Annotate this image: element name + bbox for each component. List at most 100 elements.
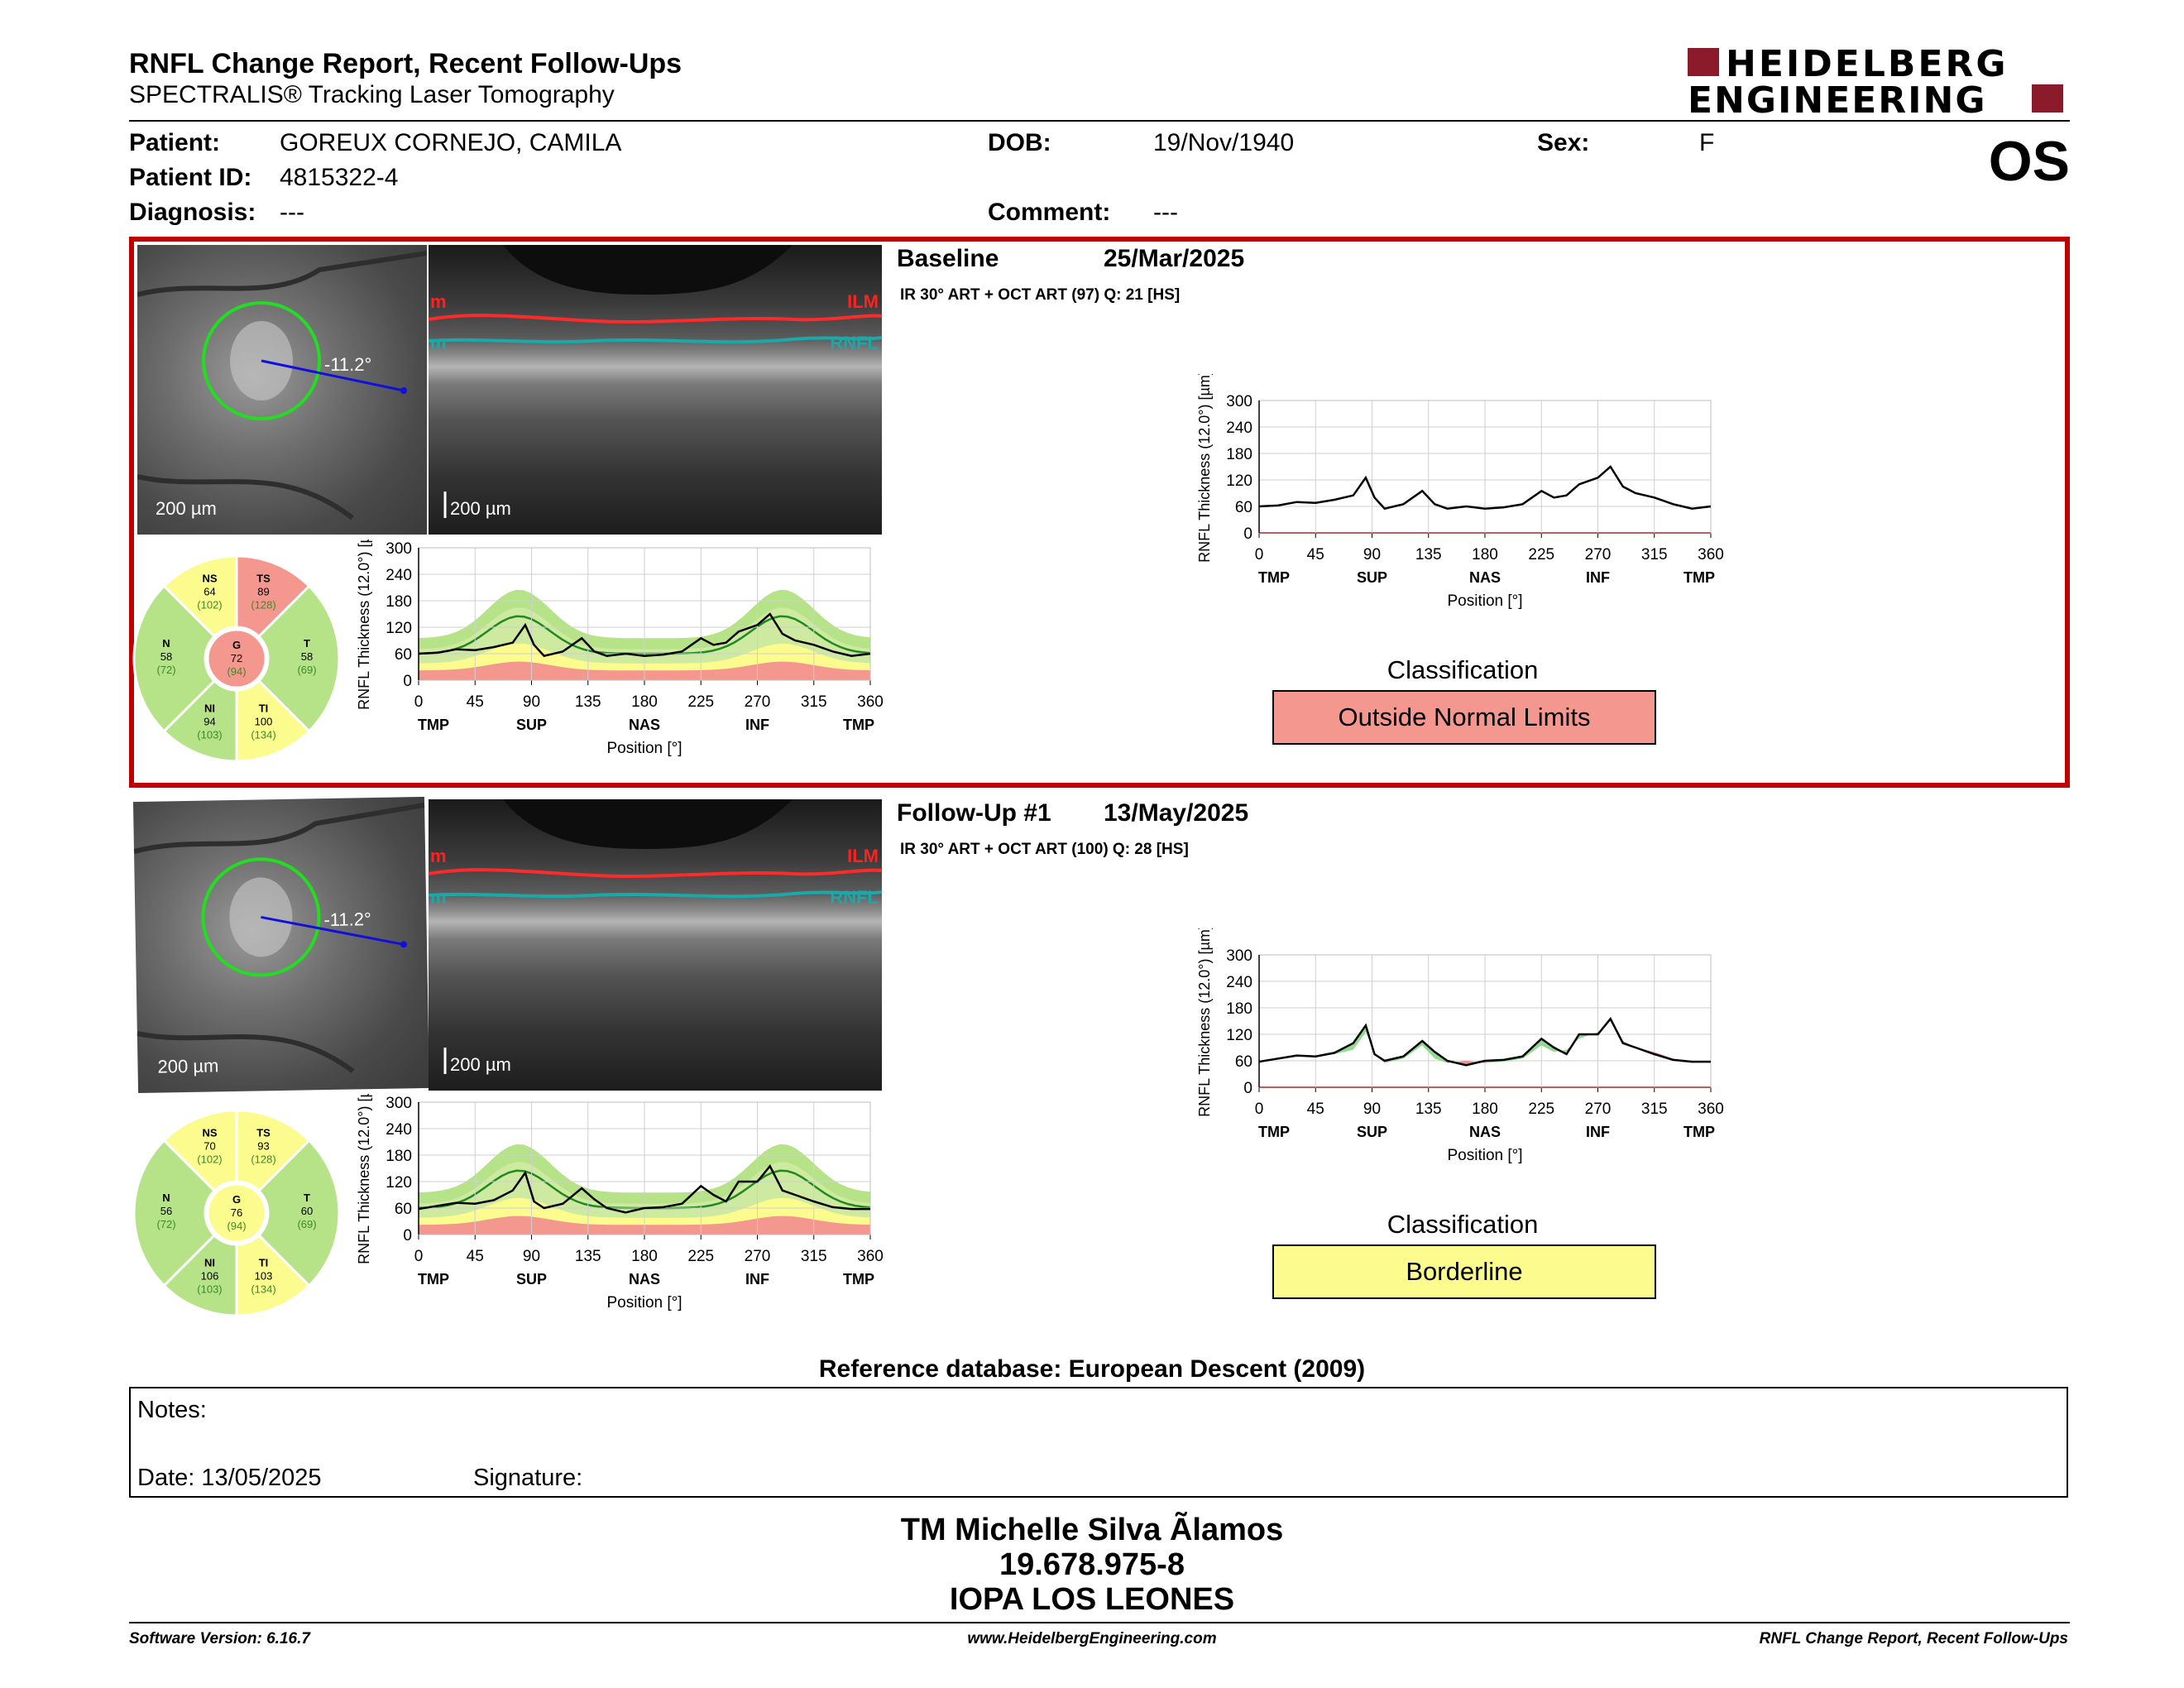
heidelberg-logo: HEIDELBERG ENGINEERING [1688, 43, 2068, 122]
signer-id: 19.678.975-8 [999, 1547, 1185, 1582]
baseline-chart-xtick: 315 [1641, 546, 1668, 563]
followup-sector-ref: (72) [156, 1218, 175, 1230]
baseline-bscan-scale: 200 µm [450, 498, 511, 519]
followup-chart-xtick: 270 [1585, 1101, 1612, 1118]
baseline-fundus-scale: 200 µm [156, 498, 217, 519]
followup-chart-ytick: 240 [1226, 974, 1252, 991]
followup-chart-xtick: 45 [1307, 1101, 1324, 1118]
logo-line2: ENGINEERING [1688, 79, 1987, 122]
followup-sector-value: 106 [201, 1270, 219, 1283]
notes-date: Date: 13/05/2025 [137, 1465, 322, 1491]
followup-ilm-label: ILM [847, 846, 879, 866]
baseline-sector-ref: (72) [156, 664, 175, 676]
patient-id: 4815322-4 [280, 164, 399, 191]
baseline-chart-ytick: 0 [1243, 525, 1252, 543]
followup-profile-ylabel: RNFL Thickness (12.0°) [µm] [356, 1094, 372, 1264]
baseline-sector-ns [162, 554, 238, 639]
followup-chart-xlabel: Position [°] [1447, 1147, 1522, 1164]
followup-sector-ref: (94) [227, 1220, 246, 1232]
patient-label: Patient: [129, 129, 221, 156]
baseline-sector-n [132, 584, 217, 733]
baseline-chart-region-label: TMP [1684, 569, 1715, 586]
baseline-profile-xtick: 135 [575, 693, 601, 711]
baseline-profile-ytick: 120 [386, 620, 412, 637]
followup-profile-ytick: 120 [386, 1174, 412, 1192]
followup-profile-xtick: 45 [467, 1248, 484, 1265]
baseline-classification-label: Classification [1387, 655, 1539, 684]
baseline-fundus-image: -11.2° 200 µm [137, 245, 427, 535]
followup-sector-ref: (102) [197, 1153, 222, 1165]
baseline-bscan-image: m m ILM RNFL 200 µm [429, 245, 882, 535]
baseline-sector-name: TS [256, 572, 271, 584]
baseline-sector-ref: (103) [197, 729, 222, 741]
baseline-title: Baseline [897, 245, 999, 272]
clinic-name: IOPA LOS LEONES [949, 1582, 1235, 1617]
followup-profile-xtick: 270 [745, 1248, 771, 1265]
baseline-chart-ytick: 180 [1226, 446, 1252, 463]
baseline-profile-xtick: 90 [523, 693, 540, 711]
diagnosis-value: --- [280, 199, 304, 226]
followup-chart-ylabel: RNFL Thickness (12.0°) [µm] [1196, 928, 1213, 1117]
baseline-highlight-frame [129, 237, 2070, 788]
footer-software: Software Version: 6.16.7 [129, 1630, 310, 1647]
baseline-sector-value: 72 [231, 652, 242, 664]
baseline-profile-region-label: NAS [629, 717, 660, 733]
followup-profile-xlabel: Position [°] [606, 1294, 682, 1312]
baseline-chart-region-label: TMP [1258, 569, 1290, 586]
logo-square-left [1688, 48, 1719, 76]
baseline-sector-value: 58 [160, 650, 172, 663]
followup-sector-name: N [162, 1192, 170, 1204]
followup-chart-region-label: TMP [1684, 1124, 1715, 1140]
followup-profile-region-label: NAS [629, 1271, 660, 1288]
followup-chart-region-label: TMP [1258, 1124, 1290, 1140]
followup-sector-value: 93 [257, 1139, 269, 1152]
baseline-thickness-profile: 0 60 120 180 240 300 0 45 90 135 180 225 270 315 360 TM… [356, 539, 884, 757]
followup-profile-xtick: 135 [575, 1248, 601, 1265]
baseline-sector-value: 89 [257, 585, 269, 597]
followup-chart-change-area [1578, 1032, 1598, 1039]
followup-profile-ytick: 60 [395, 1201, 412, 1218]
followup-thickness-chart: 0 60 120 180 240 300 0 45 90 135 180 225 270 315 360 TM… [1196, 928, 1724, 1164]
followup-sector-ni [162, 1233, 238, 1317]
followup-angle-label: -11.2° [323, 909, 371, 931]
baseline-profile-xtick: 225 [687, 693, 714, 711]
baseline-sector-ref: (134) [251, 729, 275, 741]
baseline-profile-xtick: 360 [857, 693, 884, 711]
baseline-sector-name: N [162, 637, 170, 650]
baseline-chart-region-label: SUP [1357, 569, 1387, 586]
baseline-red-edge-label: m [430, 291, 447, 312]
baseline-sector-g [206, 628, 267, 689]
followup-sector-t [256, 1139, 341, 1288]
sex-value: F [1699, 129, 1715, 156]
baseline-profile-ytick: 300 [386, 540, 412, 558]
baseline-chart-region-label: INF [1586, 569, 1610, 586]
followup-sector-name: NI [204, 1257, 215, 1269]
logo-line1: HEIDELBERG [1726, 43, 2009, 85]
followup-title: Follow-Up #1 [897, 799, 1051, 827]
followup-profile-ytick: 240 [386, 1121, 412, 1139]
baseline-sector-chart: NS64(102)TS89(128)T58(69)TI100(134)NI94(… [132, 554, 341, 763]
baseline-chart-xtick: 135 [1415, 546, 1442, 563]
followup-chart-ytick: 120 [1226, 1027, 1252, 1044]
followup-red-edge-label: m [430, 846, 447, 866]
followup-sector-value: 103 [255, 1270, 273, 1283]
followup-sector-n [132, 1139, 217, 1288]
footer-website: www.HeidelbergEngineering.com [967, 1630, 1217, 1647]
dob-label: DOB: [988, 129, 1051, 156]
baseline-sector-ni [162, 679, 238, 763]
followup-profile-region-label: TMP [418, 1271, 449, 1288]
baseline-sector-ref: (69) [297, 664, 316, 676]
baseline-scan-info: IR 30° ART + OCT ART (97) Q: 21 [HS] [900, 286, 1181, 304]
baseline-chart-xtick: 270 [1585, 546, 1612, 563]
followup-sector-name: NS [202, 1126, 217, 1139]
baseline-sector-ref: (102) [197, 598, 222, 611]
baseline-chart-xtick: 180 [1472, 546, 1498, 563]
baseline-angle-label: -11.2° [324, 354, 372, 375]
baseline-sector-name: NS [202, 572, 217, 584]
scan-circle [202, 301, 321, 420]
baseline-profile-ytick: 0 [403, 673, 412, 690]
baseline-sector-name: G [232, 639, 241, 651]
baseline-chart-xtick: 45 [1307, 546, 1324, 563]
followup-profile-patient-line [418, 1164, 870, 1214]
